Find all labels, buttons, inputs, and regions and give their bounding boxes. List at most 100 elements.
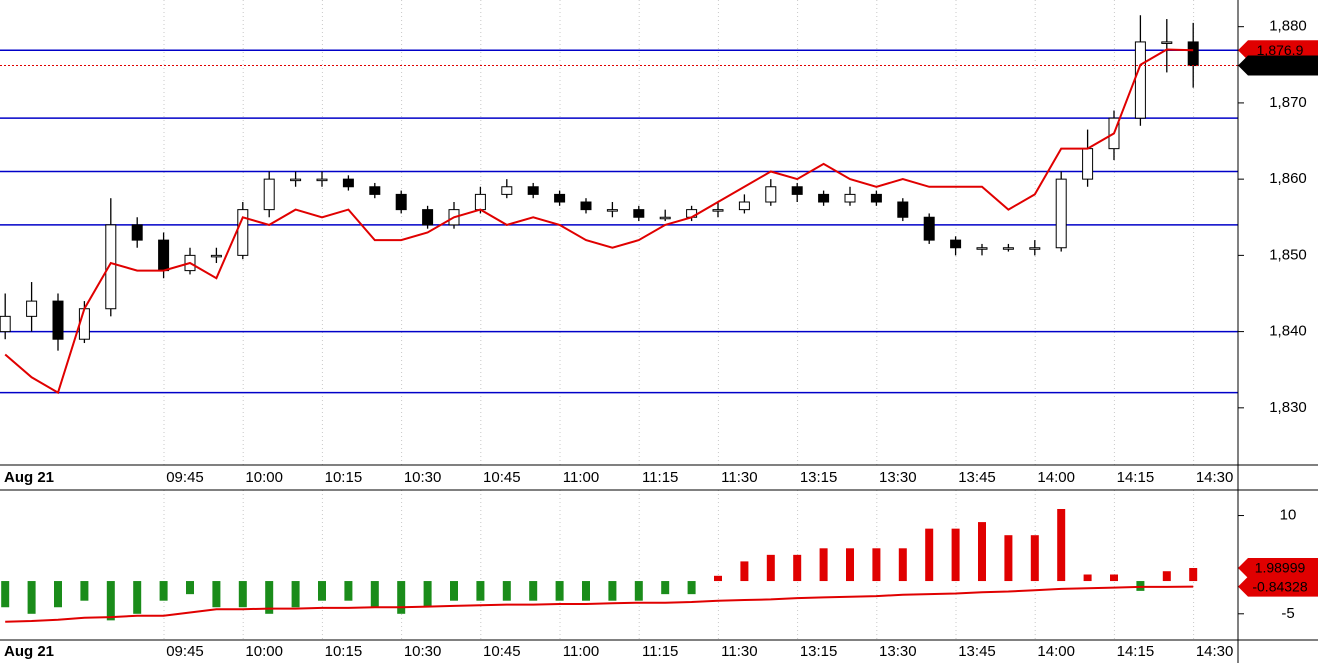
price-tag bbox=[1238, 558, 1318, 579]
histogram-bar bbox=[291, 581, 300, 608]
y-tick-label: -5 bbox=[1281, 605, 1294, 622]
candle-body bbox=[818, 193, 830, 203]
price-tag-label: 1,874.91 bbox=[1253, 57, 1308, 73]
candle-body bbox=[1161, 41, 1173, 44]
candle-body bbox=[78, 308, 90, 340]
y-tick-label: 1,830 bbox=[1269, 399, 1307, 416]
candle-body bbox=[1055, 178, 1067, 249]
date-label: Aug 21 bbox=[4, 469, 54, 486]
histogram-bar bbox=[80, 581, 89, 601]
x-tick-label: 10:00 bbox=[245, 643, 283, 660]
y-tick-label: 1,860 bbox=[1269, 170, 1307, 187]
x-tick-label: 10:00 bbox=[245, 469, 283, 486]
x-tick-label: 11:30 bbox=[721, 469, 757, 486]
histogram-bar bbox=[555, 581, 564, 601]
x-tick-label: 14:30 bbox=[1196, 469, 1234, 486]
histogram-bar bbox=[582, 581, 590, 601]
x-tick-label: 13:15 bbox=[800, 643, 838, 660]
indicator-line bbox=[4, 48, 1194, 395]
candle-body bbox=[606, 209, 618, 212]
candle-body bbox=[158, 239, 170, 272]
histogram-bar bbox=[1004, 535, 1013, 582]
histogram-bar bbox=[766, 554, 775, 582]
candle-body bbox=[738, 201, 750, 211]
x-tick-label: 10:15 bbox=[325, 643, 363, 660]
x-tick-label: 14:00 bbox=[1037, 469, 1075, 486]
candle-body bbox=[316, 178, 328, 182]
histogram-bar bbox=[740, 561, 749, 582]
histogram-bar bbox=[186, 581, 194, 595]
histogram-bar bbox=[661, 581, 670, 595]
histogram-bar bbox=[793, 554, 802, 582]
x-tick-label: 13:30 bbox=[879, 643, 917, 660]
x-tick-label: 13:45 bbox=[958, 469, 996, 486]
price-tag bbox=[1238, 55, 1318, 76]
y-tick-label: 10 bbox=[1280, 507, 1297, 524]
histogram-bar bbox=[1162, 571, 1171, 582]
histogram-bar bbox=[1030, 535, 1039, 582]
y-tick-label: 1,850 bbox=[1269, 246, 1307, 263]
candle-body bbox=[976, 247, 988, 250]
x-tick-label: 13:15 bbox=[800, 469, 838, 486]
histogram-bar bbox=[529, 581, 538, 601]
candle-body bbox=[870, 193, 882, 203]
y-tick-label: 1,880 bbox=[1269, 18, 1307, 35]
candle-body bbox=[633, 209, 645, 218]
histogram-bar bbox=[476, 581, 485, 601]
candle-body bbox=[765, 186, 777, 203]
histogram-bar bbox=[423, 581, 432, 608]
histogram-bar bbox=[318, 581, 326, 601]
candle-body bbox=[580, 201, 592, 211]
histogram-bar bbox=[1189, 568, 1198, 582]
price-tag-label: 1.98999 bbox=[1255, 560, 1306, 576]
candle-body bbox=[712, 209, 724, 212]
x-tick-label: 09:45 bbox=[166, 469, 204, 486]
histogram-bar bbox=[238, 581, 247, 608]
x-tick-label: 14:30 bbox=[1196, 643, 1234, 660]
histogram-bar bbox=[397, 581, 406, 614]
price-tag bbox=[1238, 40, 1318, 61]
histogram-bar bbox=[159, 581, 168, 601]
x-tick-label: 10:45 bbox=[483, 643, 521, 660]
histogram-bar bbox=[687, 581, 696, 595]
x-tick-label: 10:30 bbox=[404, 469, 442, 486]
candle-body bbox=[554, 193, 566, 203]
candle-body bbox=[369, 186, 381, 195]
histogram-bar bbox=[106, 581, 115, 621]
candle-body bbox=[527, 186, 539, 195]
candle-body bbox=[237, 209, 249, 256]
candle-body bbox=[1029, 247, 1041, 250]
histogram-bar bbox=[344, 581, 353, 601]
candle-body bbox=[791, 186, 803, 195]
candle-body bbox=[950, 239, 962, 249]
price-tag bbox=[1238, 576, 1318, 597]
histogram-bar bbox=[1083, 574, 1092, 582]
x-tick-label: 09:45 bbox=[166, 643, 204, 660]
candle-body bbox=[131, 224, 143, 241]
candle-body bbox=[474, 193, 486, 211]
candle-body bbox=[0, 315, 11, 333]
histogram-bar bbox=[133, 581, 142, 614]
histogram-bar bbox=[1110, 574, 1118, 582]
x-tick-label: 10:45 bbox=[483, 469, 521, 486]
candle-body bbox=[52, 300, 64, 340]
histogram-bar bbox=[212, 581, 221, 608]
x-tick-label: 14:00 bbox=[1037, 643, 1075, 660]
x-tick-label: 13:30 bbox=[879, 469, 917, 486]
candle-body bbox=[290, 178, 302, 182]
histogram-bar bbox=[1057, 508, 1066, 582]
histogram-bar bbox=[608, 581, 617, 601]
candle-body bbox=[422, 209, 434, 226]
candle-body bbox=[105, 224, 117, 310]
x-tick-label: 14:15 bbox=[1117, 643, 1155, 660]
candle-body bbox=[210, 254, 222, 258]
histogram-bar bbox=[265, 581, 274, 614]
candle-body bbox=[659, 216, 671, 220]
candle-body bbox=[342, 178, 354, 188]
candle-body bbox=[923, 216, 935, 241]
candle-body bbox=[844, 193, 856, 203]
x-tick-label: 10:15 bbox=[325, 469, 363, 486]
histogram-bar bbox=[634, 581, 643, 601]
price-tag-label: -0.84328 bbox=[1252, 578, 1307, 594]
candle-body bbox=[1134, 41, 1146, 119]
